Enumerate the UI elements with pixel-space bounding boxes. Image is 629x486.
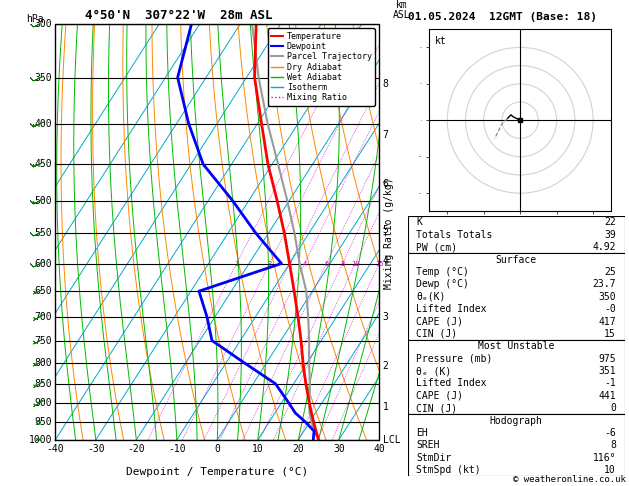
Text: 6: 6 — [382, 179, 388, 189]
Text: Dewp (°C): Dewp (°C) — [416, 279, 469, 289]
Text: 3: 3 — [287, 260, 292, 266]
Text: 4.92: 4.92 — [593, 242, 616, 252]
Text: 2: 2 — [382, 361, 388, 371]
Text: 40: 40 — [374, 444, 385, 454]
Text: 4°50'N  307°22'W  28m ASL: 4°50'N 307°22'W 28m ASL — [85, 9, 272, 22]
Text: 5: 5 — [382, 226, 388, 235]
Text: Mixing Ratio (g/kg): Mixing Ratio (g/kg) — [384, 177, 394, 289]
Text: 4: 4 — [303, 260, 307, 266]
Text: 550: 550 — [35, 228, 52, 239]
Bar — [408, 415, 625, 476]
Text: -40: -40 — [47, 444, 64, 454]
Text: hPa: hPa — [26, 14, 44, 24]
Text: 8: 8 — [610, 440, 616, 451]
Text: Pressure (mb): Pressure (mb) — [416, 354, 493, 364]
Text: -20: -20 — [128, 444, 145, 454]
Text: 975: 975 — [598, 354, 616, 364]
Text: 900: 900 — [35, 399, 52, 408]
Text: 4: 4 — [382, 256, 388, 266]
Text: 6: 6 — [325, 260, 328, 266]
Text: 1: 1 — [235, 260, 239, 266]
Text: -0: -0 — [604, 304, 616, 314]
Text: StmDir: StmDir — [416, 452, 452, 463]
Text: EH: EH — [416, 428, 428, 438]
Text: 3: 3 — [382, 312, 388, 322]
Text: 23.7: 23.7 — [593, 279, 616, 289]
Text: 450: 450 — [35, 159, 52, 169]
Text: 300: 300 — [35, 19, 52, 29]
Text: Totals Totals: Totals Totals — [416, 230, 493, 240]
Text: 39: 39 — [604, 230, 616, 240]
Text: LCL: LCL — [382, 435, 400, 445]
Text: θₑ (K): θₑ (K) — [416, 366, 452, 376]
Text: 22: 22 — [604, 217, 616, 227]
Text: 2: 2 — [267, 260, 272, 266]
Text: Dewpoint / Temperature (°C): Dewpoint / Temperature (°C) — [126, 467, 308, 477]
Text: 10: 10 — [604, 465, 616, 475]
Text: 0: 0 — [610, 403, 616, 413]
Text: 350: 350 — [598, 292, 616, 302]
Text: SREH: SREH — [416, 440, 440, 451]
Text: PW (cm): PW (cm) — [416, 242, 457, 252]
Text: 600: 600 — [35, 259, 52, 269]
Text: 400: 400 — [35, 119, 52, 129]
Bar — [408, 253, 625, 340]
Text: 850: 850 — [35, 379, 52, 389]
Text: 351: 351 — [598, 366, 616, 376]
Text: 500: 500 — [35, 195, 52, 206]
Text: kt: kt — [435, 36, 447, 47]
Text: 650: 650 — [35, 286, 52, 296]
Text: 8: 8 — [340, 260, 345, 266]
Text: km
ASL: km ASL — [393, 0, 411, 20]
Text: Lifted Index: Lifted Index — [416, 379, 487, 388]
Bar — [408, 216, 625, 253]
Text: 950: 950 — [35, 417, 52, 427]
Text: 0: 0 — [214, 444, 220, 454]
Text: Lifted Index: Lifted Index — [416, 304, 487, 314]
Text: StmSpd (kt): StmSpd (kt) — [416, 465, 481, 475]
Text: K: K — [416, 217, 422, 227]
Text: 800: 800 — [35, 358, 52, 368]
Text: © weatheronline.co.uk: © weatheronline.co.uk — [513, 474, 626, 484]
Text: 15: 15 — [604, 329, 616, 339]
Text: 10: 10 — [351, 260, 359, 266]
Text: Surface: Surface — [496, 255, 537, 264]
Text: 8: 8 — [382, 79, 388, 89]
Text: 01.05.2024  12GMT (Base: 18): 01.05.2024 12GMT (Base: 18) — [408, 12, 596, 22]
Text: -10: -10 — [168, 444, 186, 454]
Text: Hodograph: Hodograph — [489, 416, 543, 426]
Text: 1: 1 — [382, 401, 388, 412]
Legend: Temperature, Dewpoint, Parcel Trajectory, Dry Adiabat, Wet Adiabat, Isotherm, Mi: Temperature, Dewpoint, Parcel Trajectory… — [267, 29, 375, 105]
Text: CAPE (J): CAPE (J) — [416, 316, 464, 327]
Text: Temp (°C): Temp (°C) — [416, 267, 469, 277]
Text: 350: 350 — [35, 72, 52, 83]
Text: 417: 417 — [598, 316, 616, 327]
Text: 1000: 1000 — [28, 435, 52, 445]
Text: 116°: 116° — [593, 452, 616, 463]
Text: 15: 15 — [375, 260, 383, 266]
Text: θₑ(K): θₑ(K) — [416, 292, 446, 302]
Text: 441: 441 — [598, 391, 616, 401]
Bar — [408, 340, 625, 415]
Text: 20: 20 — [292, 444, 304, 454]
Text: CIN (J): CIN (J) — [416, 403, 457, 413]
Text: 7: 7 — [382, 130, 388, 139]
Text: 30: 30 — [333, 444, 345, 454]
Text: 750: 750 — [35, 335, 52, 346]
Text: -30: -30 — [87, 444, 104, 454]
Text: 25: 25 — [604, 267, 616, 277]
Text: 700: 700 — [35, 312, 52, 322]
Text: Most Unstable: Most Unstable — [478, 341, 554, 351]
Text: 10: 10 — [252, 444, 264, 454]
Text: -6: -6 — [604, 428, 616, 438]
Text: CAPE (J): CAPE (J) — [416, 391, 464, 401]
Text: CIN (J): CIN (J) — [416, 329, 457, 339]
Text: -1: -1 — [604, 379, 616, 388]
